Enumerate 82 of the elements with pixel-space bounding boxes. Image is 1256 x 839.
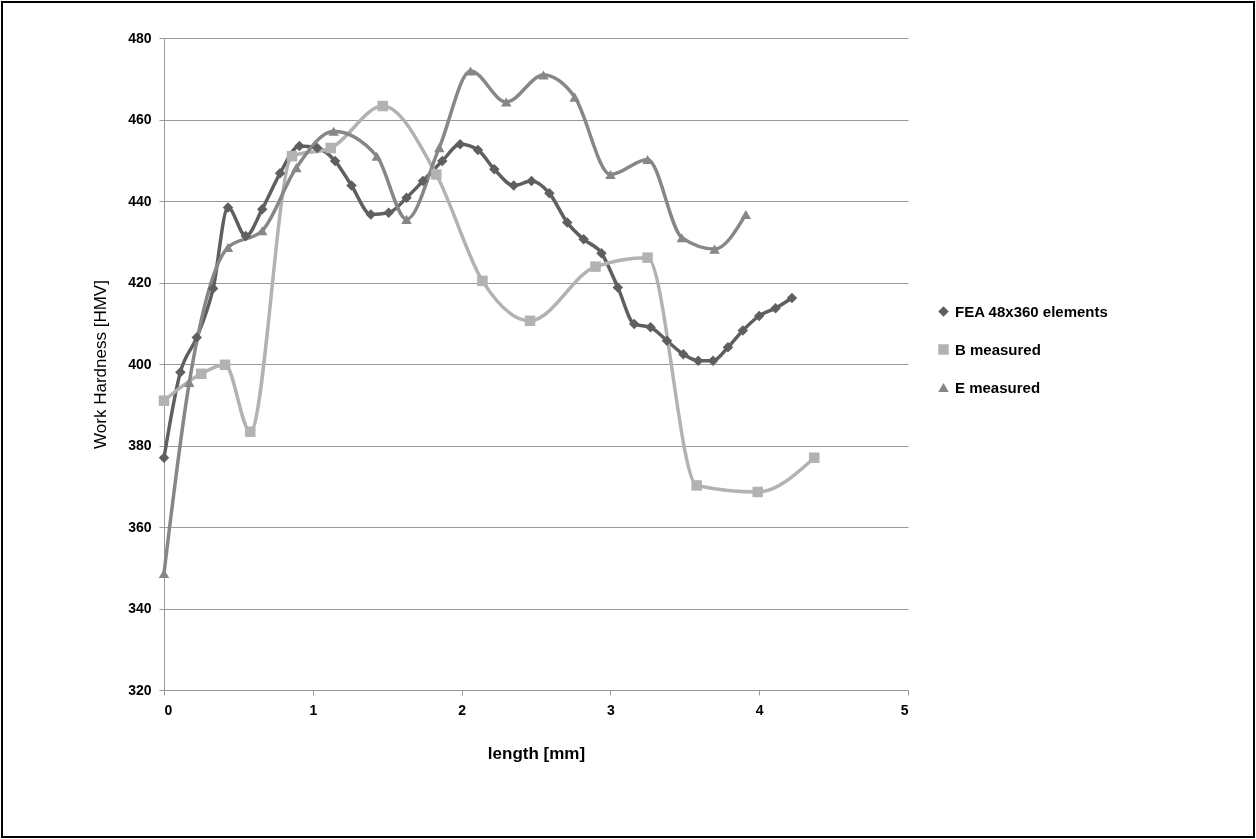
y-tick-label: 320: [128, 681, 152, 698]
y-tick-label: 340: [128, 600, 152, 616]
point: [709, 244, 720, 254]
y-tick-label: 460: [128, 111, 152, 127]
point: [661, 335, 673, 347]
point: [524, 315, 536, 327]
point: [691, 480, 702, 491]
point: [222, 202, 234, 213]
point: [222, 242, 234, 252]
point: [676, 233, 688, 243]
point: [578, 234, 589, 245]
point: [472, 144, 484, 156]
point: [346, 180, 357, 191]
x-axis-title: length [mm]: [487, 743, 586, 763]
point: [437, 155, 448, 167]
point: [240, 230, 252, 242]
x-tick-label: 1: [309, 701, 318, 718]
point: [605, 169, 616, 180]
point: [191, 332, 202, 343]
point: [590, 261, 601, 272]
point: [678, 348, 689, 360]
point: [737, 325, 749, 336]
point: [274, 168, 286, 179]
point: [158, 395, 170, 406]
point: [526, 175, 537, 187]
point: [786, 292, 798, 304]
point: [770, 302, 781, 314]
x-tick-label: 0: [164, 701, 173, 718]
point: [291, 163, 302, 173]
legend-label: E measured: [955, 378, 1041, 396]
point: [740, 209, 752, 219]
point: [489, 163, 500, 175]
point: [538, 70, 549, 80]
point: [158, 452, 170, 463]
point: [477, 275, 488, 287]
x-tick-label: 4: [755, 701, 764, 718]
y-tick-label: 360: [128, 518, 152, 535]
legend-label: FEA 48x360 elements: [955, 302, 1108, 320]
point: [596, 247, 607, 259]
point: [371, 151, 383, 161]
y-tick-label: 380: [128, 437, 152, 453]
point: [417, 175, 429, 187]
point: [722, 342, 734, 353]
point: [434, 143, 445, 153]
point: [501, 97, 512, 107]
point: [175, 366, 186, 378]
y-axis-title: Work Hardness [HMV]: [91, 280, 111, 449]
point: [544, 188, 555, 199]
point: [286, 150, 298, 162]
point: [245, 426, 256, 437]
point: [562, 217, 573, 228]
x-tick-label: 3: [607, 701, 615, 718]
point: [645, 322, 656, 333]
point: [328, 126, 339, 136]
point: [377, 100, 388, 112]
point: [195, 368, 207, 380]
point: [752, 486, 763, 498]
point: [329, 155, 341, 167]
point: [628, 318, 640, 330]
point: [401, 214, 412, 224]
point: [219, 359, 231, 371]
y-tick-label: 480: [128, 29, 152, 46]
point: [294, 140, 305, 152]
x-tick-label: 2: [458, 701, 467, 718]
y-tick-label: 440: [128, 192, 152, 209]
legend-label: B measured: [955, 340, 1041, 358]
point: [612, 282, 624, 293]
point: [383, 207, 394, 219]
point: [325, 142, 336, 154]
y-tick-label: 400: [128, 355, 152, 372]
point: [431, 169, 442, 180]
point: [312, 142, 323, 154]
point: [207, 283, 219, 294]
point: [508, 180, 519, 191]
y-tick-label: 420: [128, 274, 152, 290]
point: [256, 203, 268, 215]
x-tick-label: 5: [900, 701, 909, 718]
point: [809, 452, 820, 463]
point: [642, 252, 653, 263]
point: [569, 92, 580, 102]
point: [401, 192, 412, 203]
point: [753, 310, 765, 322]
